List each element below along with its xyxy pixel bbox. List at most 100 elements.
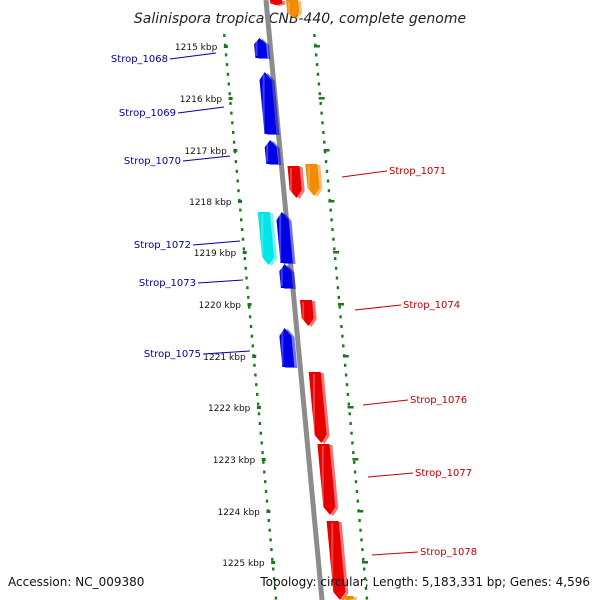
strand-guide-dot — [313, 34, 316, 37]
strand-guide-dot — [358, 519, 361, 522]
gene-label-strop-1074[interactable]: Strop_1074 — [403, 300, 460, 311]
gene-label-strop-1076[interactable]: Strop_1076 — [410, 395, 467, 406]
strand-guide-dot — [243, 257, 246, 261]
strand-guide-dot — [317, 82, 321, 86]
strand-guide-dot — [246, 286, 249, 290]
strand-guide-dot — [322, 131, 325, 134]
gene-label-strop-1072[interactable]: Strop_1072 — [134, 240, 191, 251]
gene-block-strop-1072[interactable] — [276, 212, 296, 264]
strand-guide-dot — [234, 160, 238, 164]
strand-guide-dot — [261, 451, 264, 455]
gene-block-orange-1071[interactable] — [305, 164, 323, 197]
strand-guide-dot — [241, 237, 245, 241]
gene-block-strop-1071[interactable] — [287, 166, 305, 199]
strand-guide-dot — [353, 470, 357, 474]
ruler-tick — [261, 458, 266, 461]
gene-leader-line — [197, 279, 244, 284]
strand-guide-dot — [249, 325, 253, 328]
strand-guide-dot — [331, 228, 334, 231]
gene-block-strop-1077[interactable] — [317, 444, 339, 516]
strand-guide-dot — [341, 334, 344, 338]
ruler-tick — [357, 510, 364, 513]
strand-guide-dot — [274, 596, 278, 600]
strand-guide-dot — [321, 121, 324, 125]
ruler-tick — [233, 149, 238, 152]
ruler-label: 1223 kbp — [213, 456, 256, 466]
strand-guide-dot — [330, 218, 333, 222]
ruler-tick — [242, 251, 247, 254]
strand-guide-dot — [316, 72, 320, 76]
ruler-tick — [338, 303, 344, 306]
gene-label-strop-1070[interactable]: Strop_1070 — [124, 156, 181, 167]
ruler-tick — [271, 561, 276, 564]
strand-guide-dot — [231, 121, 234, 125]
gene-block-strop-1074[interactable] — [300, 300, 317, 327]
strand-guide-dot — [263, 470, 266, 474]
ruler-label: 1219 kbp — [194, 249, 237, 259]
ruler-tick — [328, 200, 335, 203]
strand-guide-dot — [236, 179, 239, 183]
strand-guide-dot — [272, 567, 275, 571]
gene-label-strop-1069[interactable]: Strop_1069 — [119, 108, 176, 119]
gene-block-strop-1078[interactable] — [326, 521, 349, 600]
gene-label-strop-1068[interactable]: Strop_1068 — [111, 54, 168, 65]
gene-label-strop-1073[interactable]: Strop_1073 — [139, 278, 196, 289]
strand-guide-dot — [256, 402, 260, 406]
gene-block-strop-1070[interactable] — [264, 140, 282, 165]
gene-block-strop-1069[interactable] — [259, 72, 280, 135]
strand-guide-dot — [264, 480, 267, 484]
gene-block-top-red[interactable] — [270, 0, 286, 6]
ruler-tick — [347, 406, 354, 409]
strand-guide-dot — [346, 392, 350, 396]
ruler-label: 1217 kbp — [184, 147, 227, 157]
gene-block-strop-1072-cyan[interactable] — [257, 212, 277, 266]
strand-guide-dot — [353, 460, 356, 464]
gene-label-strop-1077[interactable]: Strop_1077 — [415, 468, 472, 479]
strand-guide-dot — [356, 499, 359, 503]
strand-guide-dot — [237, 189, 240, 193]
strand-guide-dot — [232, 140, 236, 144]
gene-block-strop-1076[interactable] — [308, 372, 330, 444]
gene-block-top-orange[interactable] — [286, 0, 303, 19]
strand-guide-dot — [256, 392, 259, 396]
strand-guide-dot — [351, 441, 354, 445]
gene-block-strop-1073[interactable] — [279, 264, 296, 289]
strand-guide-dot — [240, 218, 243, 222]
gene-label-strop-1071[interactable]: Strop_1071 — [389, 166, 446, 177]
ruler-tick — [323, 149, 330, 152]
strand-guide-dot — [247, 295, 250, 299]
strand-guide-dot — [272, 577, 276, 581]
strand-guide-dot — [248, 315, 252, 319]
strand-guide-dot — [350, 431, 353, 435]
strand-guide-dot — [344, 373, 348, 377]
ruler-tick — [342, 355, 349, 358]
strand-guide-dot — [324, 150, 327, 154]
strand-guide-dot — [240, 228, 244, 231]
gene-leader-line — [362, 399, 409, 406]
strand-guide-dot — [265, 499, 269, 503]
strand-guide-dot — [325, 169, 329, 173]
strand-guide-dot — [267, 519, 270, 522]
strand-guide-dot — [250, 334, 254, 338]
strand-guide-dot — [230, 111, 233, 115]
gene-block-strop-1075[interactable] — [279, 328, 298, 368]
accession-text: Accession: NC_009380 — [8, 575, 145, 589]
gene-block-bottom-orange[interactable] — [341, 596, 357, 600]
strand-guide-dot — [229, 101, 232, 105]
gene-label-strop-1078[interactable]: Strop_1078 — [420, 547, 477, 558]
strand-guide-dot — [224, 53, 228, 57]
strand-guide-dot — [364, 586, 368, 590]
ruler-tick — [362, 561, 368, 564]
ruler-tick — [318, 97, 325, 100]
strand-guide-dot — [228, 92, 231, 96]
ruler-tick — [228, 97, 233, 100]
gene-block-strop-1068[interactable] — [254, 38, 271, 59]
strand-guide-dot — [347, 402, 350, 406]
strand-guide-dot — [327, 189, 331, 193]
gene-label-strop-1075[interactable]: Strop_1075 — [144, 349, 201, 360]
ruler-tick — [223, 45, 228, 48]
ruler-label: 1224 kbp — [217, 508, 260, 518]
strand-guide-dot — [254, 373, 257, 377]
strand-guide-dot — [264, 489, 268, 493]
